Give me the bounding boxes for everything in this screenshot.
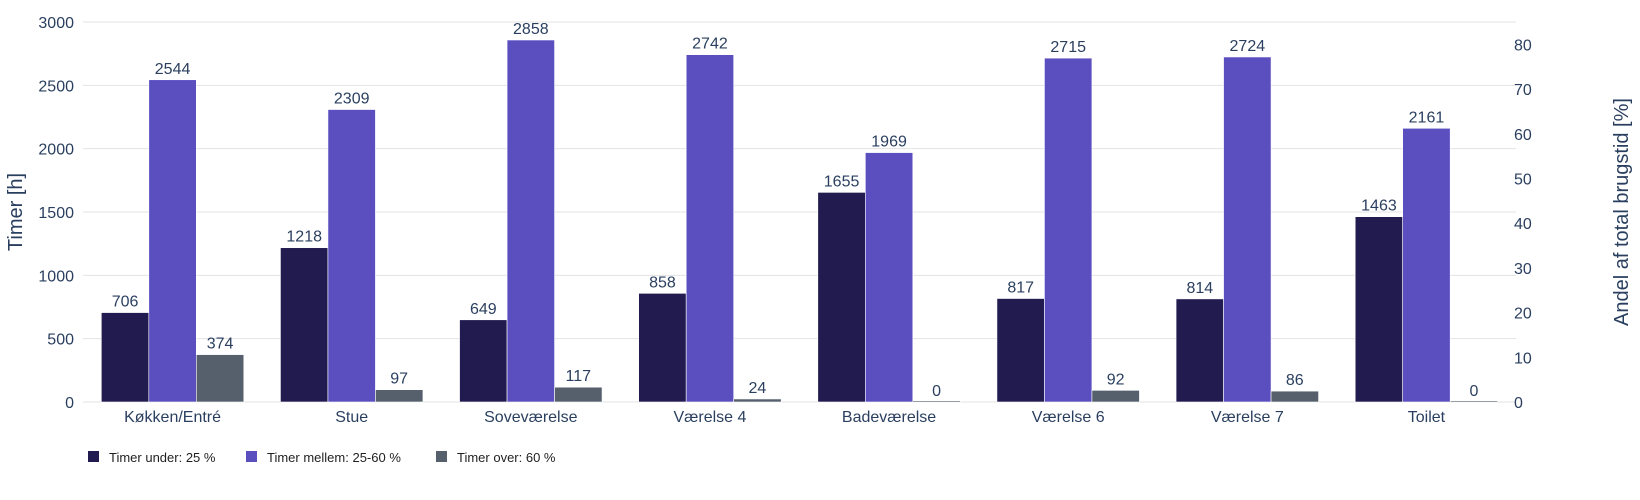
bar — [196, 354, 245, 403]
bar — [865, 152, 914, 403]
legend-label: Timer over: 60 % — [457, 450, 556, 465]
y2-tick-label: 0 — [1514, 395, 1523, 412]
bar-value-label: 817 — [1007, 280, 1034, 297]
bar — [1091, 390, 1140, 403]
bar-value-label: 1969 — [871, 134, 907, 151]
bar-value-label: 814 — [1186, 280, 1213, 297]
y2-axis-title: Andel af total brugstid [%] — [1611, 98, 1633, 326]
bar — [1402, 127, 1451, 403]
bar-value-label: 2742 — [692, 36, 728, 53]
bars — [101, 39, 1498, 403]
y-axis-left: 0 500 1000 1500 2000 2500 3000 — [38, 15, 74, 412]
bar — [1270, 390, 1319, 403]
bar-value-label: 1218 — [286, 229, 322, 246]
bar-value-label: 2858 — [513, 21, 549, 38]
bar — [685, 54, 734, 403]
bar-value-label: 858 — [649, 274, 676, 291]
y2-tick-label: 40 — [1514, 216, 1532, 233]
bar — [506, 39, 555, 403]
bar-value-label: 97 — [390, 371, 408, 388]
x-tick-label: Soveværelse — [484, 409, 577, 426]
bar — [638, 293, 687, 403]
bar — [1044, 57, 1093, 403]
y-tick-label: 3000 — [38, 15, 74, 32]
bar-value-label: 86 — [1286, 372, 1304, 389]
x-tick-label: Køkken/Entré — [124, 409, 221, 426]
y2-tick-label: 70 — [1514, 82, 1532, 99]
x-tick-label: Værelse 4 — [673, 409, 746, 426]
legend-label: Timer mellem: 25-60 % — [267, 450, 401, 465]
y2-tick-label: 10 — [1514, 350, 1532, 367]
bar — [1223, 56, 1272, 403]
legend-swatch — [88, 451, 99, 462]
bar-value-label: 2715 — [1050, 39, 1086, 56]
bar-value-label: 706 — [112, 294, 139, 311]
y2-tick-label: 60 — [1514, 127, 1532, 144]
data-labels: 706 2544 374 1218 2309 97 649 2858 117 858 2742 24 1… — [112, 21, 1479, 400]
bar-value-label: 2309 — [334, 91, 370, 108]
bar-value-label: 1655 — [824, 173, 860, 190]
bar — [1449, 400, 1498, 403]
x-tick-label: Toilet — [1408, 409, 1446, 426]
bar — [817, 192, 866, 403]
y2-tick-label: 30 — [1514, 261, 1532, 278]
y2-tick-label: 50 — [1514, 171, 1532, 188]
x-tick-label: Badeværelse — [842, 409, 936, 426]
bar — [280, 247, 329, 403]
bar-value-label: 2724 — [1230, 38, 1266, 55]
bar — [459, 319, 508, 403]
legend-swatch — [246, 451, 257, 462]
bar — [996, 298, 1045, 403]
bar-value-label: 24 — [749, 380, 767, 397]
x-tick-label: Stue — [335, 409, 368, 426]
y-tick-label: 500 — [47, 332, 74, 349]
x-axis: Køkken/Entré Stue Soveværelse Værelse 4 Bade… — [124, 409, 1446, 426]
y-tick-label: 1000 — [38, 268, 74, 285]
y-tick-label: 1500 — [38, 205, 74, 222]
legend-swatch — [436, 451, 447, 462]
bar — [733, 398, 782, 403]
bar-value-label: 374 — [207, 336, 234, 353]
y-tick-label: 2000 — [38, 142, 74, 159]
bar — [375, 389, 424, 403]
y-axis-right: 0 10 20 30 40 50 60 70 80 — [1514, 37, 1532, 412]
x-tick-label: Værelse 7 — [1211, 409, 1284, 426]
bar-value-label: 1463 — [1361, 198, 1397, 215]
y-axis-title: Timer [h] — [5, 173, 27, 251]
bar-value-label: 649 — [470, 301, 497, 318]
bar-value-label: 2544 — [155, 61, 191, 78]
bar — [912, 400, 961, 403]
bar — [148, 79, 197, 403]
legend-label: Timer under: 25 % — [109, 450, 216, 465]
bar — [554, 386, 603, 403]
y-tick-label: 2500 — [38, 78, 74, 95]
bar-value-label: 2161 — [1409, 109, 1445, 126]
legend: Timer under: 25 % Timer mellem: 25-60 % Ti… — [88, 450, 556, 465]
bar-value-label: 0 — [1469, 383, 1478, 400]
y2-tick-label: 80 — [1514, 37, 1532, 54]
x-tick-label: Værelse 6 — [1032, 409, 1105, 426]
bar — [101, 312, 150, 403]
bar — [1175, 298, 1224, 403]
y-tick-label: 0 — [65, 395, 74, 412]
bar-value-label: 117 — [566, 368, 592, 385]
bar — [327, 109, 376, 403]
y2-tick-label: 20 — [1514, 306, 1532, 323]
bar-value-label: 0 — [932, 383, 941, 400]
bar — [1354, 216, 1403, 403]
bar-value-label: 92 — [1107, 371, 1125, 388]
